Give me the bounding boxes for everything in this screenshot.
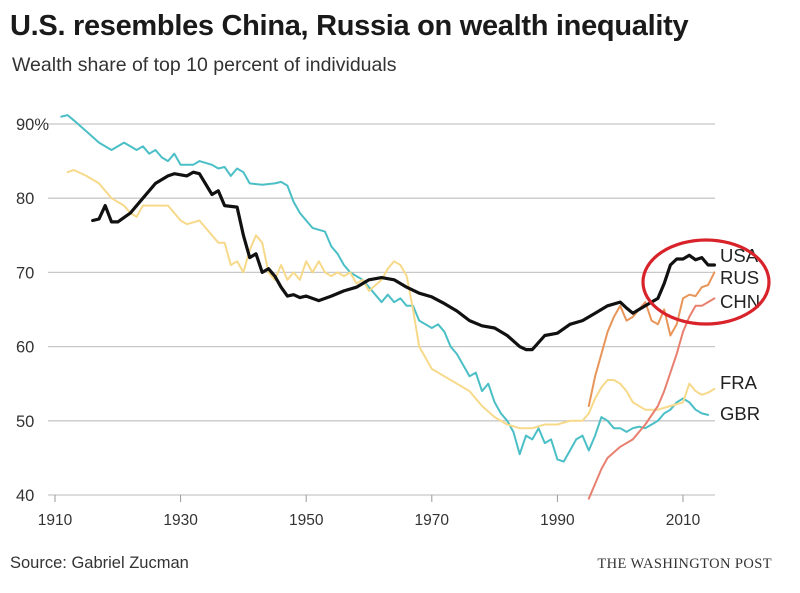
series-label-chn: CHN — [720, 291, 760, 312]
x-tick-label-1950: 1950 — [289, 512, 324, 529]
series-line-rus — [587, 271, 716, 407]
y-tick-label-80: 80 — [16, 190, 34, 208]
series-label-rus: RUS — [720, 267, 759, 288]
y-tick-label-60: 60 — [16, 339, 34, 357]
x-tick-label-1990: 1990 — [540, 512, 575, 529]
x-tick-label-2010: 2010 — [666, 512, 701, 529]
y-tick-label-50: 50 — [16, 413, 34, 431]
series-label-fra: FRA — [720, 372, 758, 393]
y-tick-label-70: 70 — [16, 264, 34, 282]
highlight-ellipse — [641, 238, 771, 326]
x-tick-label-1970: 1970 — [415, 512, 450, 529]
series-line-usa — [91, 170, 716, 352]
series-line-chn — [587, 297, 716, 500]
chart-subtitle: Wealth share of top 10 percent of indivi… — [12, 54, 397, 76]
y-tick-label-40: 40 — [16, 487, 34, 505]
series-line-gbr — [60, 114, 710, 463]
series-line-fra — [66, 169, 716, 430]
source-note: Source: Gabriel Zucman — [10, 554, 189, 572]
y-tick-label-90: 90% — [16, 116, 49, 134]
chart-title: U.S. resembles China, Russia on wealth i… — [10, 10, 689, 42]
x-tick-label-1930: 1930 — [163, 512, 198, 529]
x-tick-label-1910: 1910 — [38, 512, 73, 529]
publisher-credit: THE WASHINGTON POST — [597, 556, 772, 572]
series-label-gbr: GBR — [720, 403, 760, 424]
